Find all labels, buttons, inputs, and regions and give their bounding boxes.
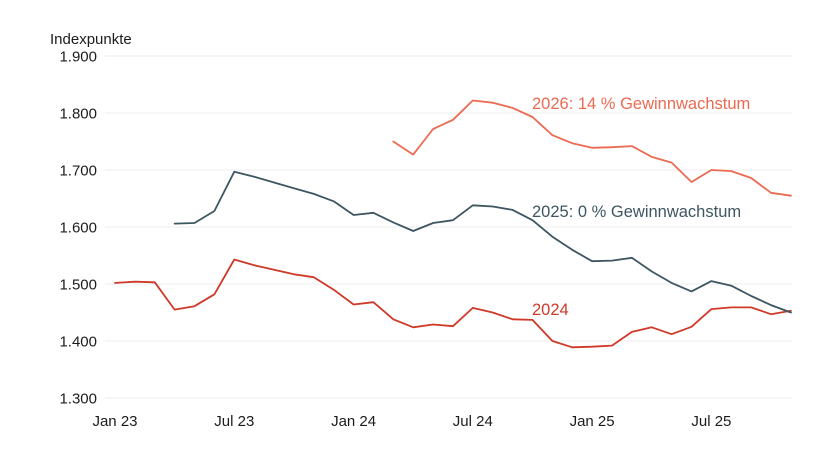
y-tick-label: 1.900	[59, 49, 97, 66]
y-tick-label: 1.500	[59, 277, 97, 294]
y-tick-label: 1.400	[59, 334, 97, 351]
y-axis-title: Indexpunkte	[50, 31, 132, 48]
x-tick-label: Jul 25	[691, 413, 731, 430]
series-label-1: 2025: 0 % Gewinnwachstum	[532, 203, 741, 221]
y-tick-label: 1.600	[59, 220, 97, 237]
series-2024-line	[114, 258, 792, 349]
x-tick-label: Jul 24	[453, 413, 493, 430]
series-2025-line	[173, 170, 792, 314]
series-label-2: 2024	[532, 301, 569, 319]
y-tick-label: 1.300	[59, 391, 97, 408]
x-tick-label: Jan 24	[331, 413, 376, 430]
x-tick-label: Jan 25	[570, 413, 615, 430]
series-2026-line	[392, 99, 792, 197]
y-tick-label: 1.800	[59, 106, 97, 123]
y-tick-label: 1.700	[59, 163, 97, 180]
x-tick-label: Jul 23	[214, 413, 254, 430]
series-label-0: 2026: 14 % Gewinnwachstum	[532, 95, 750, 113]
x-tick-label: Jan 23	[92, 413, 137, 430]
